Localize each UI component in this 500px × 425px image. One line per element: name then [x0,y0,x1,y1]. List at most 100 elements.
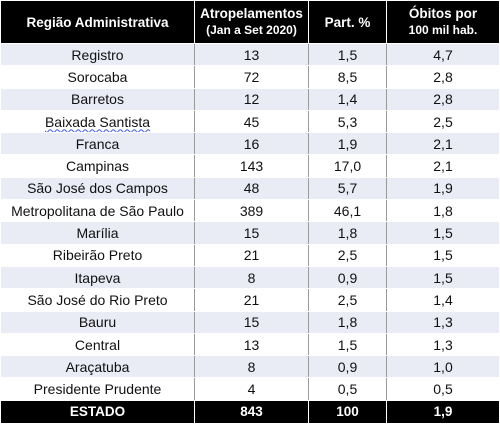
cell-deaths: 1,9 [386,176,500,201]
cell-accidents: 4 [194,377,309,401]
table-row: Franca 16 1,9 2,1 [0,132,500,156]
cell-share: 1,8 [308,310,387,334]
cell-accidents: 13 [194,42,309,67]
cell-share: 8,5 [308,65,387,89]
cell-share: 1,9 [308,132,387,156]
cell-accidents: 8 [194,265,309,290]
header-deaths-unit: 100 mil hab. [408,23,478,37]
cell-accidents: 12 [194,87,309,111]
header-deaths: Óbitos por 100 mil hab. [386,0,500,44]
cell-region: Bauru [0,310,195,334]
header-row: Região Administrativa Atropelamentos (Ja… [0,0,500,44]
cell-share: 1,5 [308,42,387,67]
table-row: Metropolitana de São Paulo 389 46,1 1,8 [0,199,500,223]
cell-accidents: 389 [194,199,309,223]
table-row: Ribeirão Preto 21 2,5 1,5 [0,243,500,267]
table-row: Itapeva 8 0,9 1,5 [0,265,500,290]
cell-accidents: 8 [194,355,309,379]
table-row: São José dos Campos 48 5,7 1,9 [0,176,500,201]
cell-deaths: 4,7 [386,42,500,67]
cell-region: Baixada Santista [0,109,195,134]
cell-region: Marília [0,221,195,245]
cell-accidents: 15 [194,221,309,245]
total-region: ESTADO [0,399,195,424]
cell-deaths: 1,5 [386,265,500,290]
cell-region: Registro [0,42,195,67]
cell-region: Metropolitana de São Paulo [0,199,195,223]
cell-deaths: 1,3 [386,332,500,357]
cell-deaths: 2,5 [386,109,500,134]
header-share: Part. % [308,0,387,44]
cell-region: Araçatuba [0,355,195,379]
table-row: Campinas 143 17,0 2,1 [0,154,500,178]
cell-region: Sorocaba [0,65,195,89]
cell-accidents: 72 [194,65,309,89]
cell-share: 17,0 [308,154,387,178]
cell-share: 5,7 [308,176,387,201]
header-deaths-label: Óbitos por [408,6,478,21]
cell-share: 2,5 [308,243,387,267]
table-row: Araçatuba 8 0,9 1,0 [0,355,500,379]
header-region: Região Administrativa [0,0,195,44]
total-deaths: 1,9 [386,399,500,424]
table-row: Presidente Prudente 4 0,5 0,5 [0,377,500,401]
cell-deaths: 2,8 [386,65,500,89]
cell-deaths: 1,5 [386,221,500,245]
cell-accidents: 143 [194,154,309,178]
header-share-label: Part. % [324,14,371,30]
cell-share: 46,1 [308,199,387,223]
cell-region: Barretos [0,87,195,111]
cell-accidents: 21 [194,243,309,267]
cell-deaths: 1,8 [386,199,500,223]
cell-deaths: 0,5 [386,377,500,401]
total-row: ESTADO 843 100 1,9 [0,399,500,424]
cell-region: São José do Rio Preto [0,288,195,312]
table-row: Baixada Santista 45 5,3 2,5 [0,109,500,134]
total-share: 100 [308,399,387,424]
cell-accidents: 15 [194,310,309,334]
header-accidents-label: Atropelamentos [200,6,303,21]
cell-region: Presidente Prudente [0,377,195,401]
table-row: Sorocaba 72 8,5 2,8 [0,65,500,89]
cell-deaths: 1,4 [386,288,500,312]
table-row: Barretos 12 1,4 2,8 [0,87,500,111]
header-accidents: Atropelamentos (Jan a Set 2020) [194,0,309,44]
cell-share: 5,3 [308,109,387,134]
cell-accidents: 16 [194,132,309,156]
cell-accidents: 21 [194,288,309,312]
cell-deaths: 2,8 [386,87,500,111]
header-region-label: Região Administrativa [26,14,169,30]
cell-share: 1,8 [308,221,387,245]
cell-region: Ribeirão Preto [0,243,195,267]
cell-accidents: 48 [194,176,309,201]
cell-share: 1,5 [308,332,387,357]
cell-deaths: 1,0 [386,355,500,379]
header-accidents-period: (Jan a Set 2020) [206,23,297,37]
cell-share: 0,9 [308,265,387,290]
cell-deaths: 2,1 [386,154,500,178]
cell-region: Campinas [0,154,195,178]
cell-region: Franca [0,132,195,156]
cell-accidents: 13 [194,332,309,357]
cell-deaths: 1,3 [386,310,500,334]
cell-region: São José dos Campos [0,176,195,201]
cell-accidents: 45 [194,109,309,134]
cell-deaths: 2,1 [386,132,500,156]
table-row: Central 13 1,5 1,3 [0,332,500,357]
table-body: Registro 13 1,5 4,7 Sorocaba 72 8,5 2,8 Barretos… [0,42,500,401]
table-row: Bauru 15 1,8 1,3 [0,310,500,334]
table-row: Marília 15 1,8 1,5 [0,221,500,245]
cell-region: Itapeva [0,265,195,290]
cell-region: Central [0,332,195,357]
table-row: São José do Rio Preto 21 2,5 1,4 [0,288,500,312]
cell-share: 0,9 [308,355,387,379]
cell-share: 1,4 [308,87,387,111]
cell-deaths: 1,5 [386,243,500,267]
cell-share: 0,5 [308,377,387,401]
total-accidents: 843 [194,399,309,424]
table-row: Registro 13 1,5 4,7 [0,42,500,67]
cell-region-text: Baixada Santista [44,113,151,130]
cell-share: 2,5 [308,288,387,312]
